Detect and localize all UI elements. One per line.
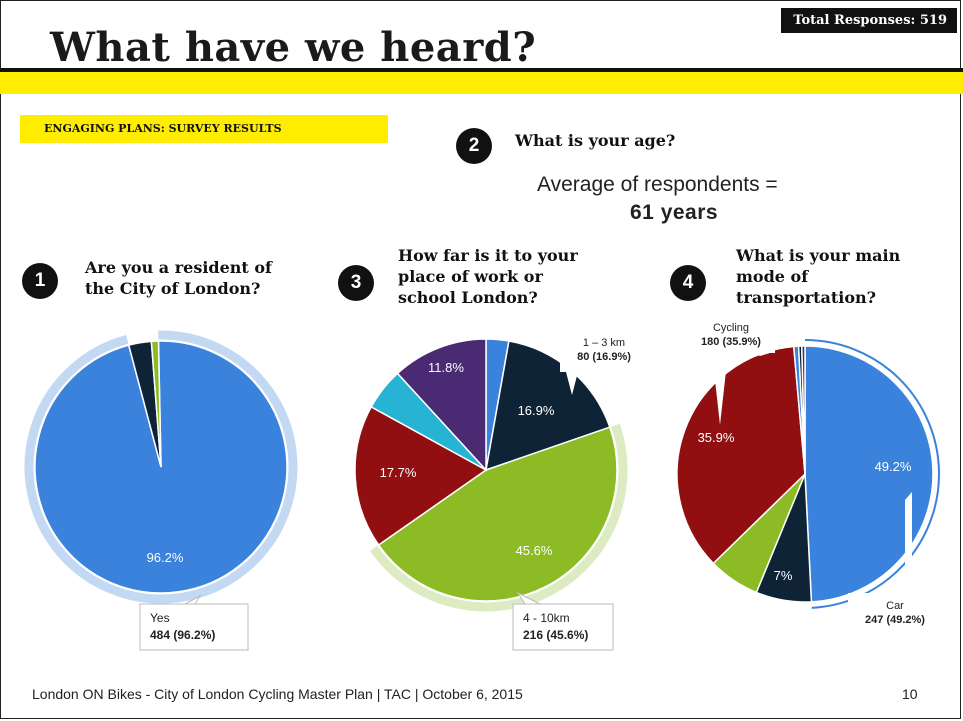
pie-2-slice-2-label: 16.9% — [518, 403, 555, 418]
question-3-number: 3 — [338, 265, 374, 301]
pie-chart-3: 49.2% 7% 35.9% — [676, 339, 940, 609]
pie-2-slice-3 — [377, 426, 618, 602]
question-1-number: 1 — [22, 263, 58, 299]
tooltip-resident-yes-box — [139, 603, 249, 651]
tooltip-resident-yes-value: 484 (96.2%) — [150, 628, 215, 642]
tooltip-distance-4-10km-box — [512, 603, 614, 651]
question-3-text: How far is it to your place of work or s… — [398, 245, 578, 308]
tooltip-distance-1-3km-name: 1 – 3 km — [583, 337, 625, 349]
tooltip-cycling-name: Cycling — [713, 322, 749, 334]
question-4-line-2: mode of — [736, 267, 809, 286]
tooltip-cycling-value: 180 (35.9%) — [701, 336, 761, 348]
total-responses-badge: Total Responses: 519 — [781, 8, 957, 33]
tooltip-resident-yes-name: Yes — [150, 611, 170, 625]
pie-3-slice-1-label: 49.2% — [875, 459, 912, 474]
question-3-line-1: How far is it to your — [398, 246, 578, 265]
pie-3-slice-7 — [801, 345, 806, 475]
pie-2-highlight-ring — [369, 423, 628, 612]
pie-2-slice-4-label: 17.7% — [380, 465, 417, 480]
pie-2-slice-6 — [396, 338, 487, 472]
section-label: ENGAGING PLANS: SURVEY RESULTS — [20, 115, 388, 143]
pie-3-slice-1 — [804, 345, 934, 603]
tooltip-distance-4-10km: 4 - 10km 216 (45.6%) — [512, 591, 614, 651]
page-number: 10 — [902, 686, 918, 702]
question-3-line-2: place of work or — [398, 267, 543, 286]
pie-3-slice-4-label: 35.9% — [698, 430, 735, 445]
pie-1-slice-1-label: 96.2% — [147, 550, 184, 565]
pie-3-slice-2-label: 7% — [774, 568, 793, 583]
pie-3-highlight-ring — [804, 339, 940, 609]
tooltip-distance-1-3km-backdrop — [560, 332, 645, 395]
tooltip-car: Car 247 (49.2%) — [865, 600, 925, 626]
pie-2-slice-6-label: 11.8% — [428, 360, 464, 375]
pie-1-highlight-ring — [24, 330, 298, 604]
pie-chart-2: 16.9% 45.6% 17.7% 11.8% — [354, 338, 628, 612]
yellow-header-band — [0, 72, 963, 94]
tooltip-distance-1-3km-value: 80 (16.9%) — [577, 351, 631, 363]
tooltip-resident-yes: Yes 484 (96.2%) — [139, 594, 249, 651]
average-age-value: 61 years — [630, 201, 719, 224]
pie-2-slice-4 — [354, 405, 488, 547]
slide-title: What have we heard? — [50, 24, 537, 71]
average-age-label: Average of respondents = — [537, 173, 778, 196]
question-2-text: What is your age? — [515, 131, 676, 150]
tooltip-distance-4-10km-name: 4 - 10km — [523, 611, 570, 625]
question-4-line-3: transportation? — [736, 288, 877, 307]
question-2-number: 2 — [456, 128, 492, 164]
question-4-text: What is your main mode of transportation… — [736, 245, 900, 308]
footer-text: London ON Bikes - City of London Cycling… — [32, 686, 523, 702]
tooltip-car-name: Car — [886, 600, 904, 612]
pie-1-slice-3 — [150, 340, 162, 468]
question-3-line-3: school London? — [398, 288, 538, 307]
tooltip-distance-1-3km: 1 – 3 km 80 (16.9%) — [577, 337, 631, 363]
pie-3-highlight-gap — [804, 342, 938, 606]
tooltip-car-value: 247 (49.2%) — [865, 614, 925, 626]
pie-2-slice-3-label: 45.6% — [516, 543, 553, 558]
tooltip-cycling-backdrop — [690, 318, 775, 425]
title-underline-bar — [0, 68, 963, 72]
question-1-line-1: Are you a resident of — [85, 258, 272, 277]
tooltip-distance-4-10km-value: 216 (45.6%) — [523, 628, 588, 642]
pie-chart-1: 96.2% — [24, 330, 298, 604]
question-1-line-2: the City of London? — [85, 279, 261, 298]
question-1-text: Are you a resident of the City of London… — [85, 257, 272, 299]
tooltip-cycling: Cycling 180 (35.9%) — [701, 322, 761, 348]
question-4-number: 4 — [670, 265, 706, 301]
question-4-line-1: What is your main — [736, 246, 901, 265]
tooltip-car-backdrop — [848, 492, 945, 632]
